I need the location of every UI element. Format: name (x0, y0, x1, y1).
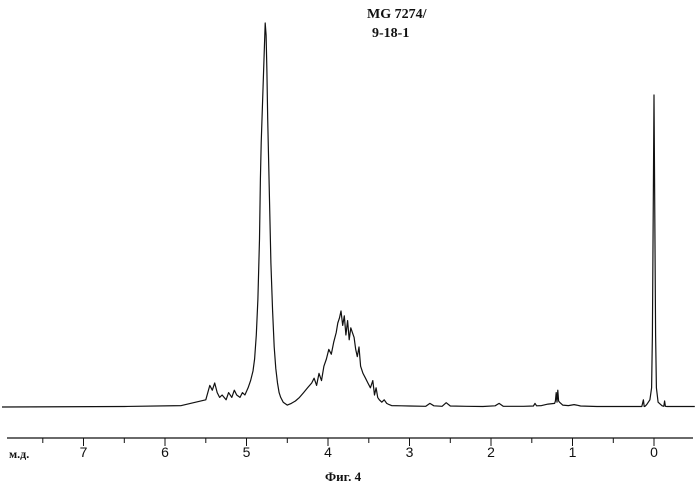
x-tick-label: 6 (161, 444, 169, 460)
figure-caption: Фиг. 4 (325, 469, 362, 484)
x-tick-label: 7 (80, 444, 88, 460)
sample-label-line1: MG 7274/ (367, 7, 428, 22)
x-tick-label: 5 (243, 444, 251, 460)
sample-label-line2: 9-18-1 (372, 26, 409, 41)
x-tick-label: 4 (324, 444, 332, 460)
x-tick-label: 2 (487, 444, 495, 460)
x-axis-unit-label: м.д. (9, 447, 29, 461)
x-tick-label: 1 (569, 444, 577, 460)
x-tick-label: 3 (406, 444, 414, 460)
spectrum-trace (2, 23, 695, 407)
x-tick-label: 0 (650, 444, 658, 460)
x-axis-ticks: 7 6 5 4 3 2 1 0 (43, 438, 658, 460)
